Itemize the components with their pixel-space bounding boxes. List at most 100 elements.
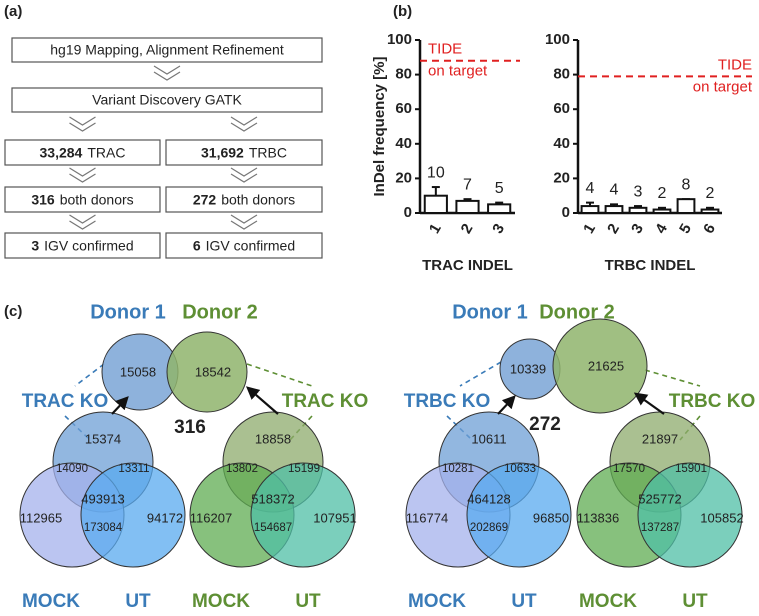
arrow (246, 386, 279, 415)
set-label: MOCK (579, 591, 637, 612)
ko-label: TRBC KO (404, 391, 491, 412)
region-count: 15901 (675, 463, 707, 475)
chevron (230, 116, 258, 126)
value-label: 4 (610, 182, 619, 199)
chevron (69, 220, 96, 230)
donor-circle (166, 331, 248, 413)
region-count: 10633 (504, 463, 536, 475)
value-label: 7 (463, 176, 472, 193)
region-count: 17570 (613, 463, 645, 475)
bar (455, 199, 480, 214)
set-circle (250, 462, 356, 568)
result-label: both donors (221, 191, 295, 207)
set-label: UT (125, 591, 151, 612)
result-text: 31,692 TRBC (201, 144, 287, 160)
y-tick-label: 20 (395, 169, 412, 186)
y-axis-title: InDel frequency [%] (371, 56, 388, 196)
arrow (633, 392, 665, 415)
chevron (153, 65, 181, 75)
y-tick-label: 80 (395, 66, 412, 83)
result-number: 316 (31, 191, 55, 207)
region-count: 13802 (226, 463, 258, 475)
result-text: 33,284 TRAC (40, 144, 126, 160)
value-label: 8 (682, 176, 691, 193)
region-count: 10611 (471, 431, 506, 446)
region-count: 154687 (254, 522, 292, 534)
x-tick-label: 2 (604, 221, 623, 237)
result-label: TRBC (249, 144, 287, 160)
value-label: 4 (586, 180, 595, 197)
reference-label: TIDE (428, 41, 462, 58)
panel-label: (c) (4, 303, 22, 320)
bar (604, 205, 624, 215)
bar (580, 205, 600, 215)
donor-count: 10339 (510, 361, 546, 376)
result-box (4, 186, 161, 213)
chevron (230, 220, 258, 230)
donor-label: Donor 1 (452, 301, 528, 323)
result-number: 33,284 (40, 144, 83, 160)
region-count: 493913 (81, 491, 124, 506)
bar (487, 203, 512, 215)
region-count: 525772 (638, 491, 681, 506)
result-label: both donors (60, 191, 134, 207)
y-tick-label: 80 (553, 66, 570, 83)
y-tick-label: 0 (562, 204, 570, 221)
x-tick-label: 1 (580, 221, 599, 237)
region-count: 116774 (406, 510, 448, 525)
value-label: 5 (495, 180, 504, 197)
region-count: 518372 (251, 491, 294, 506)
bar (676, 198, 696, 215)
result-label: IGV confirmed (44, 237, 133, 253)
connector (644, 369, 701, 387)
result-number: 31,692 (201, 144, 244, 160)
bar (423, 194, 448, 214)
x-tick-label: 6 (700, 221, 719, 237)
result-text: 6 IGV confirmed (193, 237, 295, 253)
ko-label: TRAC KO (282, 391, 369, 412)
region-count: 173084 (84, 522, 123, 534)
value-label: 3 (634, 183, 643, 200)
region-count: 21897 (642, 431, 678, 446)
region-count: 107951 (313, 510, 356, 525)
region-count: 14090 (56, 463, 88, 475)
result-label: IGV confirmed (206, 237, 295, 253)
region-count: 105852 (700, 510, 743, 525)
chevron (69, 214, 96, 224)
x-tick-label: 5 (676, 221, 695, 237)
region-count: 15199 (288, 463, 320, 475)
value-label: 10 (427, 164, 445, 181)
arrow (497, 395, 516, 415)
set-circle (637, 462, 743, 568)
region-count: 15374 (85, 431, 121, 446)
value-label: 2 (706, 185, 715, 202)
y-tick-label: 60 (395, 100, 412, 117)
x-tick-label: 2 (458, 221, 477, 237)
set-circle (466, 462, 572, 568)
donor-count: 21625 (588, 358, 624, 373)
chevron (230, 167, 258, 177)
result-box (165, 186, 323, 213)
x-tick-label: 3 (489, 221, 508, 237)
ko-label: TRBC KO (669, 391, 756, 412)
x-tick-label: 1 (426, 221, 445, 237)
arrow (111, 396, 129, 415)
region-count: 113836 (577, 510, 619, 525)
set-label: UT (295, 591, 321, 612)
x-tick-label: 4 (652, 220, 671, 236)
result-text: 316 both donors (31, 191, 133, 207)
set-circle (80, 462, 186, 568)
region-count: 137287 (641, 522, 679, 534)
step-text: Variant Discovery GATK (92, 92, 242, 108)
result-number: 3 (31, 237, 39, 253)
chevron (69, 173, 96, 183)
value-label: 2 (658, 185, 667, 202)
region-count: 96850 (533, 510, 569, 525)
step-box (11, 87, 323, 113)
ko-label: TRAC KO (22, 391, 109, 412)
region-count: 13311 (118, 463, 149, 475)
y-tick-label: 0 (404, 204, 412, 221)
bar (700, 208, 720, 214)
set-label: UT (682, 591, 708, 612)
